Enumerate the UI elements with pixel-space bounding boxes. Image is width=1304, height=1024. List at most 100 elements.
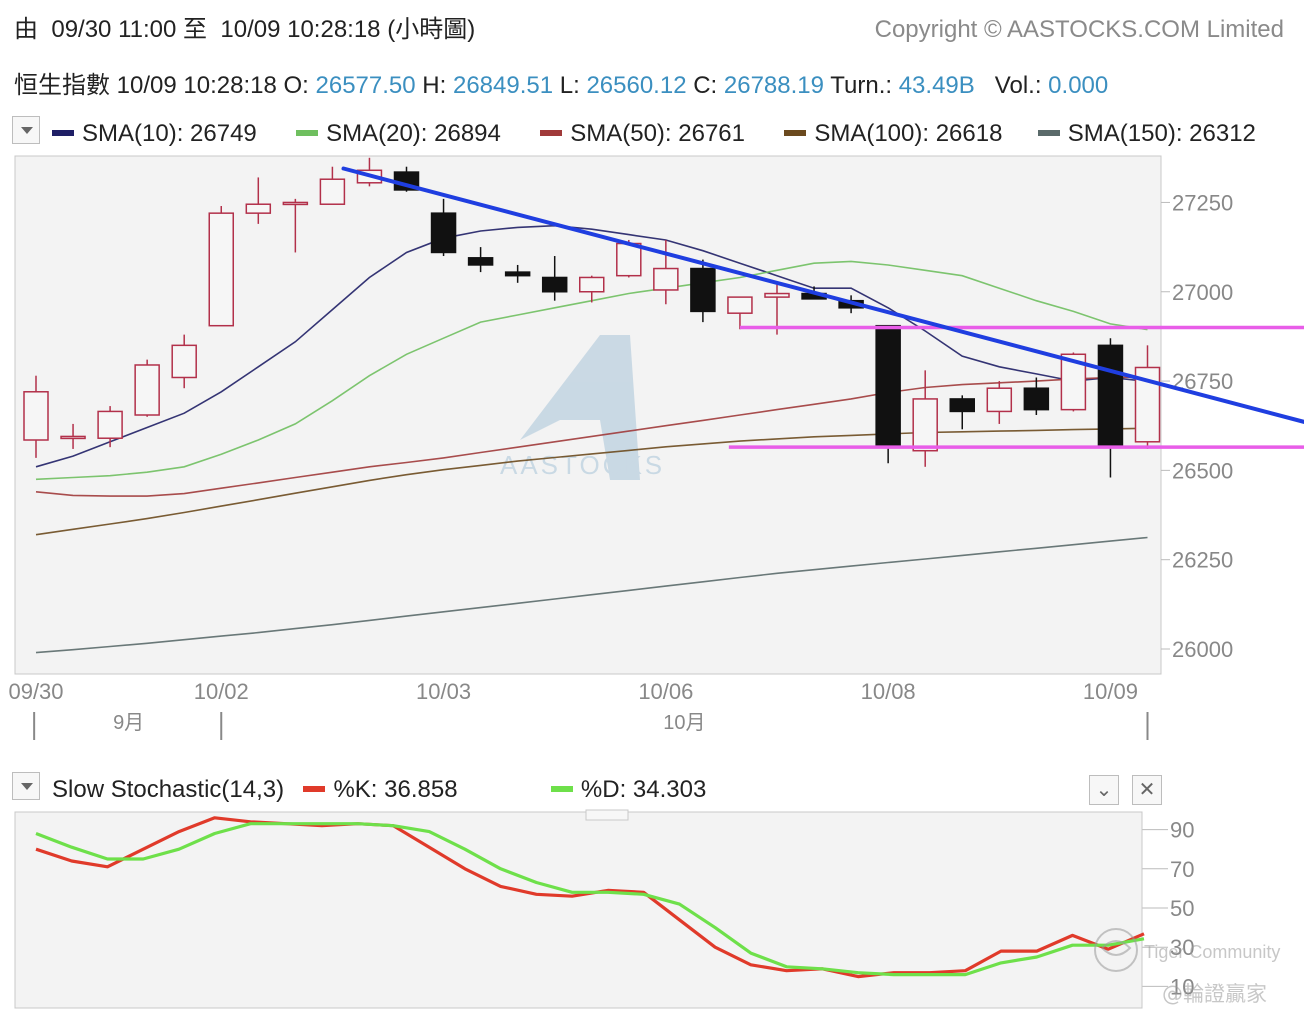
candle-body: [541, 276, 568, 293]
candle-body: [616, 242, 642, 277]
turnover-label: Turn.:: [830, 72, 893, 99]
sma150-label: SMA(150): 26312: [1067, 120, 1256, 147]
close-label: C:: [693, 72, 718, 99]
trendline-line: [341, 166, 1304, 424]
candle-body: [949, 398, 975, 413]
stoch-title: Slow Stochastic(14,3): [52, 776, 285, 803]
k-label: %K: 36.858: [333, 776, 458, 803]
month-label: 9月: [113, 712, 144, 734]
sma20-label: SMA(20): 26894: [326, 120, 501, 147]
candle-body: [23, 391, 49, 441]
candle-body: [245, 203, 272, 214]
resize-handle[interactable]: [585, 809, 629, 821]
range-end: 10/09 10:28:18: [220, 16, 381, 43]
sma100-label: SMA(100): 26618: [814, 120, 1003, 147]
candle-body: [690, 267, 716, 313]
sma50-label: SMA(50): 26761: [570, 120, 745, 147]
y-tick-label: 27000: [1172, 280, 1233, 305]
x-tick-label: 09/30: [8, 679, 63, 704]
community-watermark: Tiger Community @輪證贏家: [1094, 928, 1280, 1006]
sma-line-sma50: [35, 376, 1148, 497]
range-prefix: 由: [14, 16, 38, 43]
sma150-legend: SMA(150): 26312: [1037, 120, 1256, 147]
range-header: 由 09/30 11:00 至 10/09 10:28:18 (小時圖): [14, 16, 475, 44]
candle-body: [1097, 344, 1124, 447]
sma50-legend: SMA(50): 26761: [540, 120, 745, 147]
low-label: L:: [559, 72, 580, 99]
candle-body: [467, 257, 494, 266]
close-panel-button[interactable]: ✕: [1132, 775, 1162, 805]
stoch-legend: Slow Stochastic(14,3) %K: 36.858 %D: 34.…: [52, 776, 706, 804]
y-tick-label: 26500: [1172, 458, 1233, 483]
volume-label: Vol.:: [994, 72, 1042, 99]
stoch-tick-label: 90: [1170, 818, 1194, 843]
candle-body: [764, 292, 790, 298]
d-label: %D: 34.303: [580, 776, 707, 803]
high-value: 26849.51: [452, 72, 554, 99]
x-tick-label: 10/03: [416, 679, 471, 704]
candle-body: [319, 178, 346, 205]
x-tick-label: 10/08: [861, 679, 916, 704]
open-label: O:: [283, 72, 309, 99]
close-value: 26788.19: [723, 72, 824, 99]
month-label: 10月: [663, 712, 705, 734]
community-text: Tiger Community: [1144, 942, 1280, 962]
candle-body: [986, 387, 1013, 413]
turnover-value: 43.49B: [898, 72, 975, 99]
stoch-lines: [35, 816, 1145, 979]
candle-body: [171, 344, 197, 379]
candle-body: [504, 271, 531, 277]
x-tick-label: 10/09: [1083, 679, 1138, 704]
open-value: 26577.50: [315, 72, 416, 99]
volume-value: 0.000: [1048, 72, 1109, 99]
y-tick-label: 26000: [1172, 637, 1233, 662]
candle-body: [727, 296, 753, 314]
sma50-swatch: [540, 129, 563, 136]
main-x-axis: 09/30 10/02 10/03 10/06 10/08 10/09 9月 10月: [8, 679, 1149, 740]
copyright: Copyright © AASTOCKS.COM Limited: [874, 16, 1284, 43]
candle-body: [875, 324, 901, 448]
candle-body: [912, 398, 938, 452]
sma-line-sma10: [35, 224, 1148, 468]
low-value: 26560.12: [586, 72, 687, 99]
candle-body: [653, 267, 679, 291]
stoch-tick-label: 10: [1170, 974, 1194, 999]
sma-legend: SMA(10): 26749 SMA(20): 26894 SMA(50): 2…: [52, 120, 1256, 148]
tiger-logo-icon: [1094, 928, 1138, 972]
candle-body: [97, 410, 123, 439]
x-tick-label: 10/02: [194, 679, 249, 704]
sma100-swatch: [784, 129, 807, 136]
sma20-legend: SMA(20): 26894: [296, 120, 501, 147]
collapse-panel-button[interactable]: ⌄: [1089, 775, 1119, 805]
watermark-logo-icon: [520, 335, 640, 480]
index-name: 恒生指數: [14, 72, 110, 99]
author-text: @輪證贏家: [1162, 982, 1267, 1006]
x-tick-label: 10/06: [638, 679, 693, 704]
y-tick-label: 27250: [1172, 190, 1233, 215]
range-mid: 至: [183, 16, 208, 43]
stoch-line-d: [35, 822, 1145, 977]
range-suffix: (小時圖): [387, 16, 476, 43]
candle-body: [430, 212, 457, 254]
tiger-logo-stroke: [1101, 940, 1132, 956]
sma10-legend: SMA(10): 26749: [52, 120, 257, 147]
stoch-tick-label: 70: [1170, 857, 1194, 882]
stoch-tick-label: 30: [1170, 935, 1194, 960]
main-panel-dropdown-button[interactable]: [12, 116, 40, 144]
sma20-swatch: [296, 129, 319, 136]
stoch-plot-area: [14, 811, 1143, 1009]
candle-body: [134, 364, 160, 416]
sma10-label: SMA(10): 26749: [82, 120, 257, 147]
quote-line: 恒生指數 10/09 10:28:18 O: 26577.50 H: 26849…: [14, 72, 1108, 100]
stoch-panel-dropdown-button[interactable]: [12, 772, 40, 800]
candle-body: [1023, 387, 1050, 411]
stoch-y-axis: 90 70 50 30 10: [1141, 812, 1194, 1008]
sma-line-sma100: [35, 427, 1148, 536]
candle-body: [208, 212, 234, 327]
sma100-legend: SMA(100): 26618: [784, 120, 1002, 147]
candle-body: [579, 276, 605, 293]
support-resistance-lines: [728, 325, 1304, 449]
y-tick-label: 26250: [1172, 548, 1233, 573]
